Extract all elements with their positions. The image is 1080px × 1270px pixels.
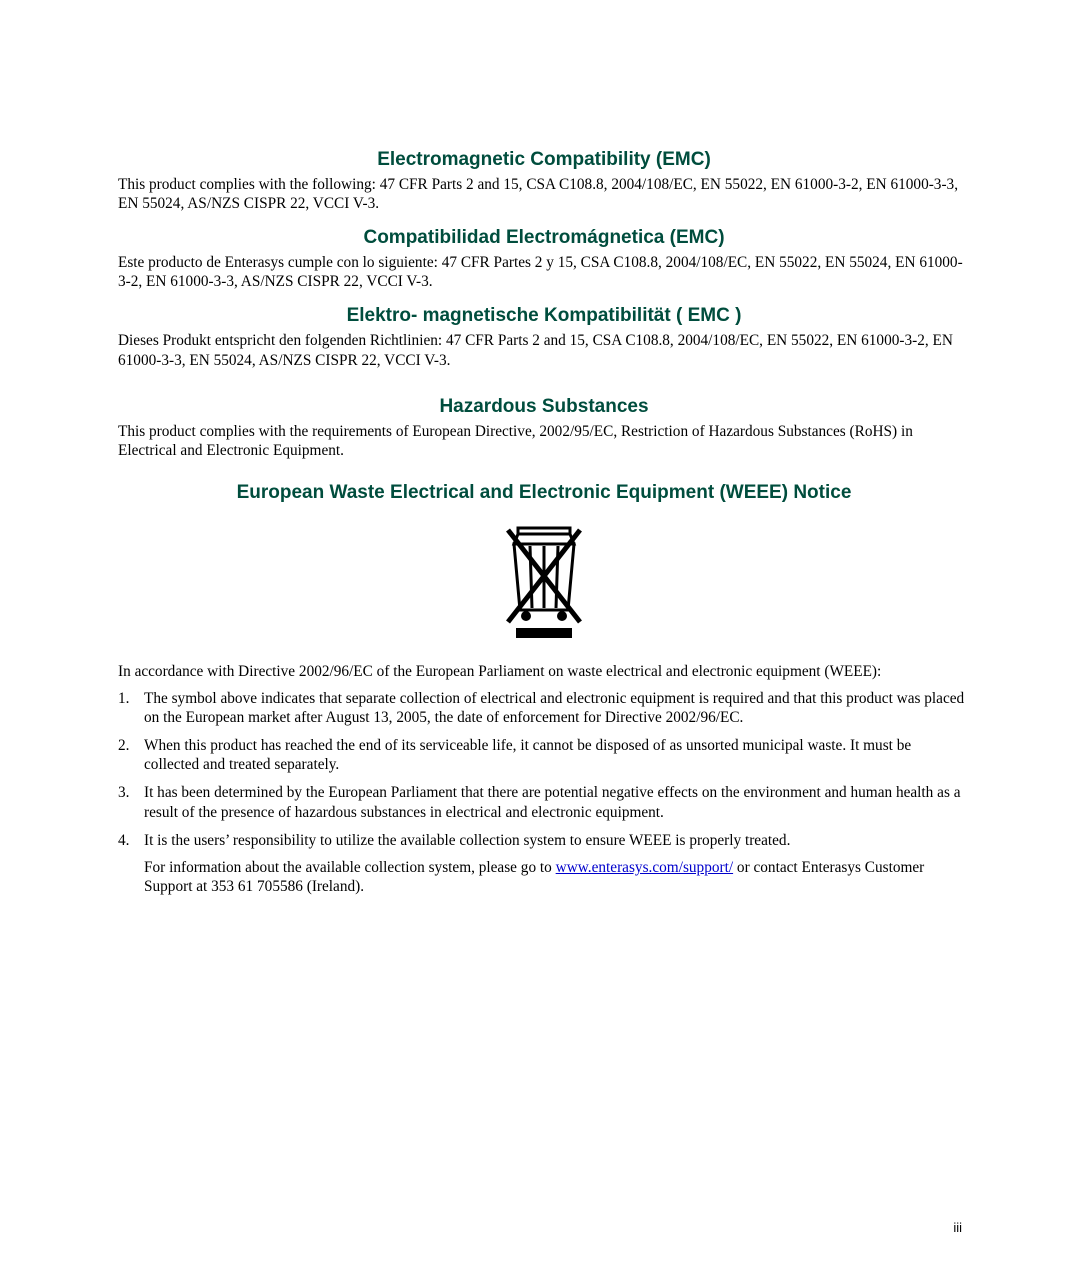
body-emc-es: Este producto de Enterasys cumple con lo… — [118, 253, 970, 291]
weee-contact-prefix: For information about the available coll… — [144, 859, 556, 876]
body-hazardous: This product complies with the requireme… — [118, 422, 970, 460]
heading-hazardous: Hazardous Substances — [118, 396, 970, 418]
weee-item-1: The symbol above indicates that separate… — [118, 689, 970, 727]
body-emc-de: Dieses Produkt entspricht den folgenden … — [118, 331, 970, 369]
weee-contact: For information about the available coll… — [144, 858, 970, 896]
weee-item-2: When this product has reached the end of… — [118, 736, 970, 774]
weee-bin-icon — [496, 522, 592, 642]
page-number: iii — [953, 1220, 962, 1235]
heading-weee: European Waste Electrical and Electronic… — [118, 482, 970, 504]
heading-emc-de: Elektro- magnetische Kompatibilität ( EM… — [118, 305, 970, 327]
heading-emc-es: Compatibilidad Electromágnetica (EMC) — [118, 227, 970, 249]
heading-emc-en: Electromagnetic Compatibility (EMC) — [118, 149, 970, 171]
weee-item-4: It is the users’ responsibility to utili… — [118, 831, 970, 896]
support-link[interactable]: www.enterasys.com/support/ — [556, 859, 733, 876]
weee-item-4-text: It is the users’ responsibility to utili… — [144, 832, 790, 849]
weee-intro: In accordance with Directive 2002/96/EC … — [118, 662, 970, 681]
weee-list: The symbol above indicates that separate… — [118, 689, 970, 896]
body-emc-en: This product complies with the following… — [118, 175, 970, 213]
weee-item-3: It has been determined by the European P… — [118, 783, 970, 821]
